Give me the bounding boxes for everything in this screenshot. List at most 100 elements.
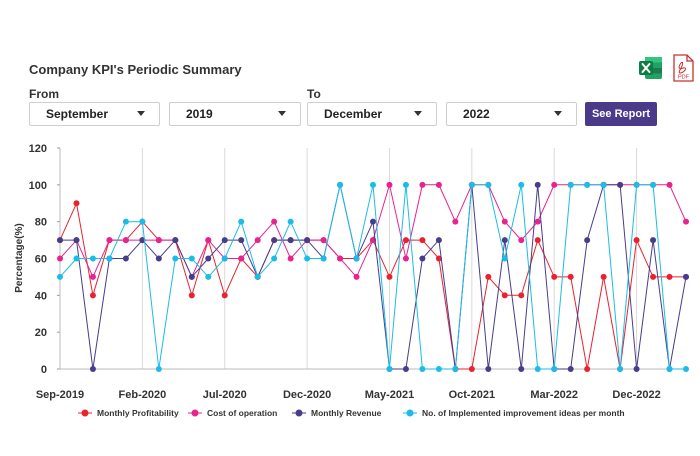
data-point-series-1 [633, 237, 640, 244]
data-point-series-4 [485, 181, 492, 188]
data-point-series-3 [188, 273, 195, 280]
data-point-series-1 [271, 237, 278, 244]
data-point-series-3 [370, 218, 376, 225]
data-point-series-4 [435, 366, 442, 372]
data-point-series-1 [584, 366, 591, 372]
from-year-value: 2019 [186, 107, 213, 121]
y-tick-label: 120 [29, 143, 47, 155]
data-point-series-1 [551, 273, 558, 280]
data-point-series-1 [155, 237, 162, 244]
chevron-down-icon [414, 111, 422, 116]
data-point-series-3 [600, 181, 607, 188]
data-point-series-3 [73, 237, 80, 244]
excel-icon[interactable] [638, 55, 664, 81]
data-point-series-4 [518, 181, 525, 188]
data-point-series-3 [534, 181, 541, 188]
data-point-series-4 [320, 255, 327, 262]
data-point-series-1 [122, 237, 129, 244]
legend-swatch-marker [406, 409, 414, 417]
series-line-3 [60, 184, 687, 370]
page-title: Company KPI's Periodic Summary [29, 62, 242, 77]
x-tick-label: Dec-2020 [283, 389, 331, 401]
data-point-series-3 [139, 237, 146, 244]
series-line-4 [59, 184, 686, 370]
data-point-series-1 [600, 273, 607, 280]
to-month-value: December [324, 107, 383, 121]
data-point-series-2 [468, 181, 475, 188]
data-point-series-2 [238, 255, 245, 262]
data-point-series-3 [567, 366, 574, 372]
data-point-series-3 [57, 237, 63, 244]
data-point-series-4 [452, 366, 459, 372]
data-point-series-1 [287, 237, 294, 244]
data-point-series-3 [386, 366, 393, 372]
to-year-select[interactable]: 2022 [446, 102, 577, 126]
from-month-select[interactable]: September [29, 102, 160, 126]
data-point-series-3 [402, 366, 409, 372]
data-point-series-3 [122, 255, 129, 262]
data-point-series-2 [221, 255, 228, 262]
data-point-series-2 [353, 273, 360, 280]
data-point-series-4 [287, 218, 294, 225]
data-point-series-1 [650, 273, 657, 280]
x-tick-label: May-2021 [365, 389, 415, 401]
data-point-series-4 [551, 366, 558, 372]
data-point-series-3 [271, 237, 278, 244]
data-point-series-1 [337, 255, 344, 262]
data-point-series-4 [600, 181, 607, 188]
data-point-series-4 [584, 181, 591, 188]
data-point-series-1 [419, 237, 426, 244]
data-point-series-1 [402, 237, 409, 244]
series-line-2 [59, 182, 687, 279]
data-point-series-2 [122, 237, 129, 244]
data-point-series-4 [221, 255, 228, 262]
data-point-series-3 [155, 255, 162, 262]
x-tick-label: Sep-2019 [36, 389, 84, 401]
data-point-series-2 [633, 181, 640, 188]
data-point-series-3 [172, 237, 179, 244]
data-point-series-4 [650, 181, 657, 188]
pdf-icon[interactable]: PDF [671, 54, 695, 82]
data-point-series-3 [304, 237, 311, 244]
to-month-select[interactable]: December [307, 102, 437, 126]
data-point-series-2 [287, 255, 294, 262]
y-axis-label: Percentage(%) [14, 223, 25, 292]
data-point-series-2 [337, 255, 344, 262]
data-point-series-1 [221, 292, 228, 299]
pdf-icon-label: PDF [678, 75, 690, 81]
data-point-series-4 [501, 255, 508, 262]
data-point-series-1 [106, 237, 113, 244]
data-point-series-2 [534, 218, 541, 225]
data-point-series-1 [89, 292, 96, 299]
x-tick-label: Oct-2021 [449, 389, 495, 401]
data-point-series-4 [205, 273, 212, 280]
data-point-series-2 [271, 218, 278, 225]
data-point-series-3 [683, 273, 689, 280]
data-point-series-2 [402, 255, 409, 262]
data-point-series-3 [650, 237, 657, 244]
data-point-series-1 [452, 366, 459, 372]
data-point-series-1 [501, 292, 508, 299]
data-point-series-3 [584, 237, 591, 244]
data-point-series-2 [501, 218, 508, 225]
data-point-series-2 [57, 255, 63, 262]
see-report-button[interactable]: See Report [585, 102, 657, 126]
data-point-series-1 [567, 273, 574, 280]
data-point-series-1 [353, 255, 360, 262]
data-point-series-3 [617, 181, 624, 188]
data-point-series-2 [73, 237, 80, 244]
data-point-series-4 [402, 181, 409, 188]
series-line-1 [59, 201, 686, 370]
data-point-series-2 [584, 181, 591, 188]
data-point-series-2 [304, 237, 311, 244]
data-point-series-1 [468, 366, 475, 372]
data-point-series-4 [304, 255, 311, 262]
from-year-select[interactable]: 2019 [169, 102, 301, 126]
data-point-series-2 [155, 237, 162, 244]
data-point-series-3 [337, 181, 344, 188]
data-point-series-1 [320, 237, 327, 244]
data-point-series-2 [320, 237, 327, 244]
data-point-series-3 [320, 255, 327, 262]
y-tick-label: 0 [41, 364, 47, 376]
x-tick-label: Dec-2022 [612, 389, 660, 401]
